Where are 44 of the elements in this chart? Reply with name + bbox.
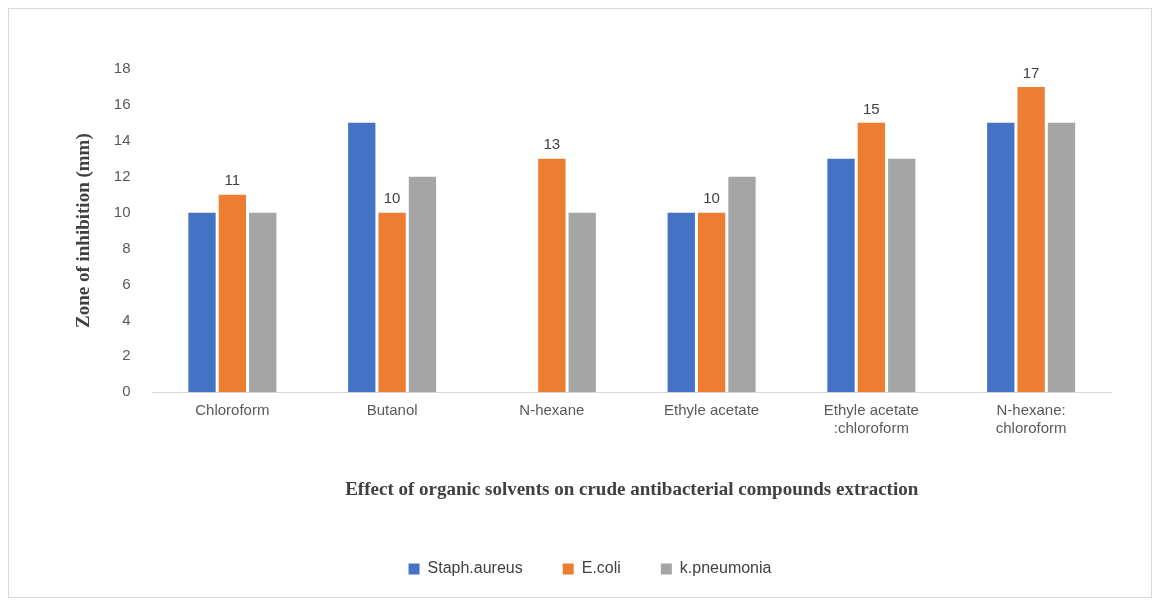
y-tick-label: 12 — [113, 166, 131, 184]
y-tick-label: 18 — [113, 59, 131, 77]
data-label: 10 — [383, 189, 401, 207]
x-tick-label: Butanol — [366, 401, 418, 419]
bar — [987, 122, 1015, 393]
y-tick-label: 6 — [122, 274, 131, 292]
bar — [857, 122, 886, 393]
bar — [249, 212, 277, 393]
y-tick-label: 0 — [122, 382, 131, 400]
bar — [667, 212, 695, 393]
y-tick-label: 16 — [113, 95, 131, 113]
bar — [568, 212, 596, 393]
bar — [188, 212, 216, 393]
x-axis-title: Effect of organic solvents on crude antibacterial compounds extraction — [345, 477, 919, 499]
x-tick-label: Ethyle acetate — [664, 401, 760, 419]
bar — [218, 194, 247, 393]
data-label: 10 — [703, 189, 720, 207]
y-tick-label: 10 — [113, 202, 131, 220]
y-axis-title: Zone of inhibition (mm) — [72, 133, 95, 328]
data-label: 15 — [863, 99, 880, 117]
bar — [348, 122, 376, 393]
x-tick-label: Chloroform — [195, 401, 270, 419]
legend-label: E.coli — [581, 559, 621, 577]
bar — [1017, 86, 1045, 393]
bar — [728, 176, 756, 393]
data-label: 13 — [543, 135, 561, 153]
y-tick-label: 14 — [113, 130, 131, 148]
y-tick-label: 2 — [122, 346, 131, 364]
bar — [888, 158, 916, 393]
x-tick-label: N-hexane — [519, 401, 585, 419]
bar — [1047, 122, 1076, 393]
data-label: 11 — [224, 171, 241, 189]
data-label: 17 — [1022, 63, 1040, 81]
y-tick-label: 4 — [122, 310, 131, 328]
bar — [697, 212, 726, 393]
legend-label: Staph.aureus — [427, 559, 523, 577]
bar — [408, 176, 437, 393]
x-tick-label: N-hexane: chloroform — [995, 401, 1067, 437]
y-tick-label: 8 — [122, 238, 131, 256]
bar — [538, 158, 566, 393]
legend-label: k.pneumonia — [679, 559, 772, 577]
bar — [378, 212, 406, 393]
bar — [827, 158, 855, 393]
x-tick-label: Ethyle acetate :chloroform — [823, 401, 919, 437]
